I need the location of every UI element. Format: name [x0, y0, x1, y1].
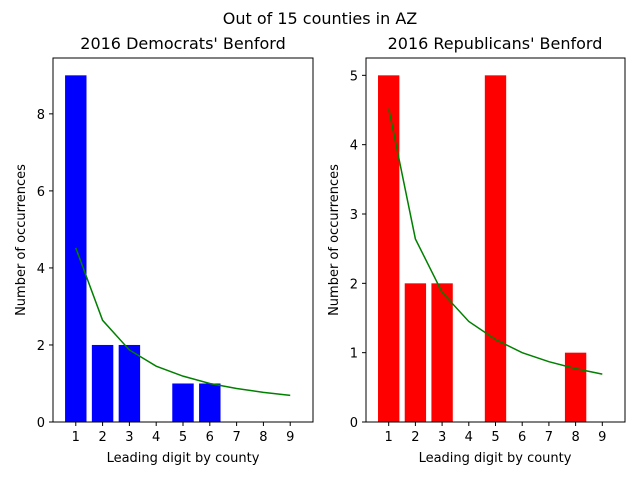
- democrats-x-tick-label: 8: [259, 430, 267, 445]
- republicans-x-axis-label: Leading digit by county: [419, 451, 572, 466]
- republicans-y-tick-label: 1: [350, 347, 358, 362]
- democrats-x-tick-label: 9: [286, 430, 294, 445]
- democrats-y-tick-label: 2: [37, 339, 45, 354]
- figure-title: Out of 15 counties in AZ: [223, 9, 418, 28]
- democrats-x-tick-label: 5: [179, 430, 187, 445]
- democrats-bar: [118, 344, 141, 422]
- democrats-x-tick-label: 4: [152, 430, 160, 445]
- republicans-y-tick-label: 0: [350, 416, 358, 431]
- republicans-y-axis-label: Number of occurrences: [327, 164, 342, 316]
- republicans-panel: 2016 Republicans' Benford Leading digit …: [327, 34, 626, 466]
- republicans-x-tick-label: 4: [465, 430, 473, 445]
- republicans-x-tick-label: 5: [491, 430, 499, 445]
- republicans-x-tick-label: 9: [598, 430, 606, 445]
- republicans-bar: [378, 75, 400, 422]
- democrats-x-axis-label: Leading digit by county: [107, 451, 260, 466]
- republicans-x-tick-label: 3: [438, 430, 446, 445]
- democrats-x-tick-label: 3: [125, 430, 133, 445]
- republicans-bar: [484, 75, 507, 422]
- democrats-x-tick-label: 6: [206, 430, 214, 445]
- republicans-x-tick-label: 2: [411, 430, 419, 445]
- republicans-y-tick-label: 2: [350, 277, 358, 292]
- democrats-x-tick-label: 1: [72, 430, 80, 445]
- democrats-panel: 2016 Democrats' Benford Leading digit by…: [14, 34, 314, 466]
- democrats-x-tick-label: 7: [232, 430, 240, 445]
- democrats-y-tick-label: 4: [37, 262, 45, 277]
- democrats-y-axis-label: Number of occurrences: [14, 164, 29, 316]
- democrats-bar: [172, 383, 194, 422]
- democrats-y-tick-label: 0: [37, 416, 45, 431]
- democrats-x-tick-label: 2: [98, 430, 106, 445]
- democrats-benford-line: [75, 247, 291, 397]
- republicans-title: 2016 Republicans' Benford: [388, 34, 603, 53]
- democrats-bar: [91, 344, 114, 422]
- republicans-y-tick-label: 5: [350, 69, 358, 84]
- republicans-y-tick-label: 4: [350, 139, 358, 154]
- democrats-title: 2016 Democrats' Benford: [80, 34, 285, 53]
- democrats-y-tick-label: 6: [37, 185, 45, 200]
- democrats-bar: [199, 383, 221, 422]
- republicans-x-tick-label: 8: [571, 430, 579, 445]
- republicans-bar: [564, 352, 587, 422]
- republicans-x-tick-label: 6: [518, 430, 526, 445]
- republicans-bar: [431, 283, 453, 422]
- republicans-x-tick-label: 7: [545, 430, 553, 445]
- republicans-bar: [404, 283, 427, 422]
- republicans-benford-line: [387, 108, 603, 375]
- democrats-y-tick-label: 8: [37, 108, 45, 123]
- republicans-x-tick-label: 1: [385, 430, 393, 445]
- republicans-y-tick-label: 3: [350, 208, 358, 223]
